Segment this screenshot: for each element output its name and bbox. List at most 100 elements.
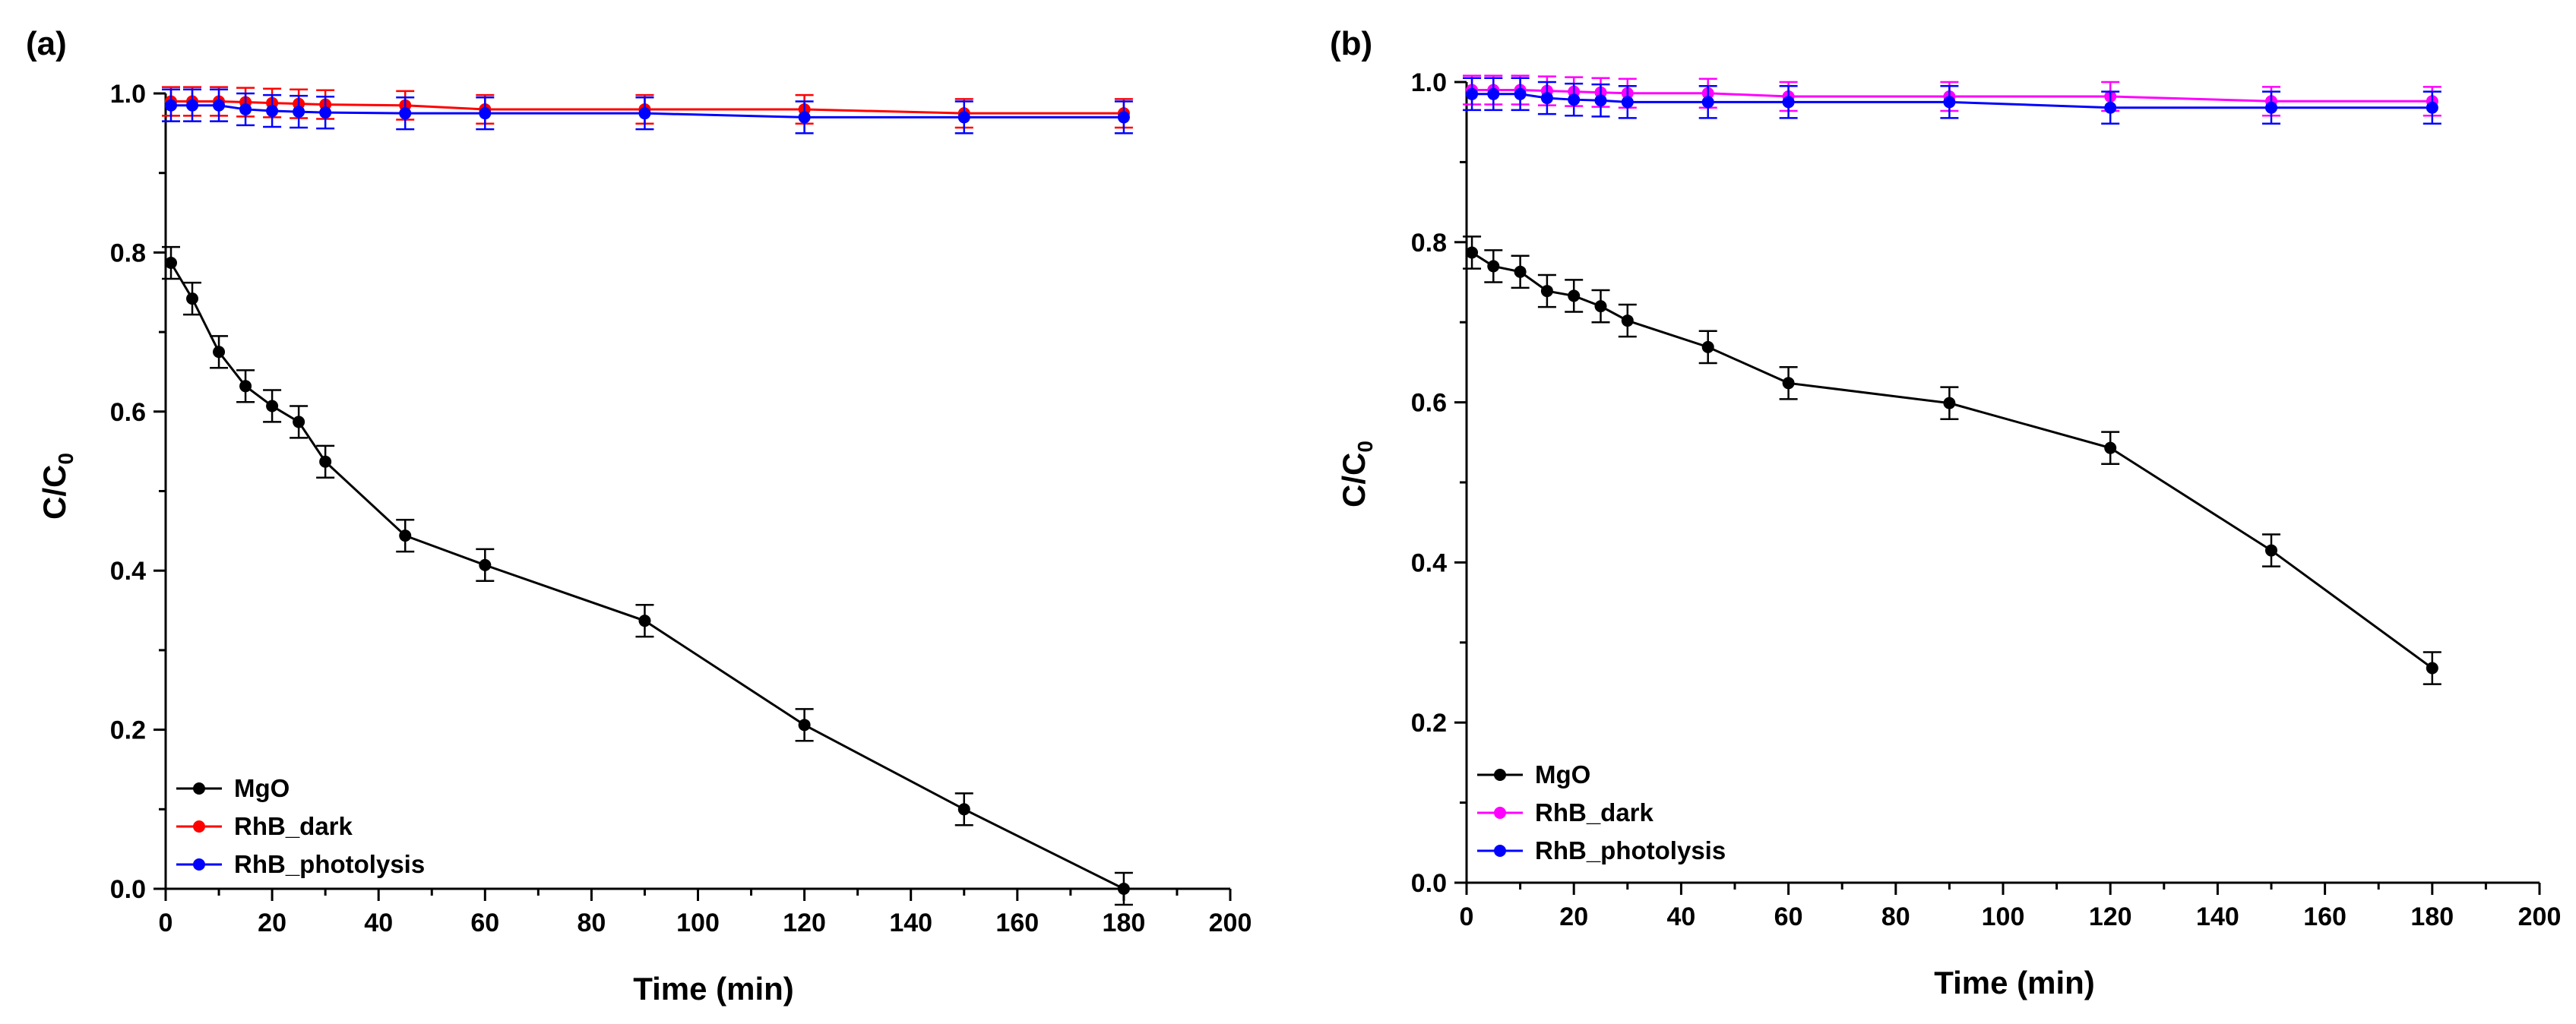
panel-b-rhb-photolysis-point <box>1701 96 1714 109</box>
panel-a-mgo-point <box>266 400 279 412</box>
panel-b-x-tick-label: 100 <box>1982 902 2025 931</box>
panel-b-axes: 0 20 40 60 80 100 120 140 160 180 200 0.0 0.2 0.4 0.6 0… <box>1411 68 2562 931</box>
panel-a-rhb-photolysis-point <box>213 99 226 112</box>
panel-a-chart: (a) Time (min) C/C0 0 20 40 60 80 100 120 140 16… <box>26 25 1252 1007</box>
panel-a-rhb-photolysis-point <box>266 105 279 118</box>
panel-b-rhb-photolysis-point <box>1487 87 1500 100</box>
panel-a-mgo-point <box>1117 883 1130 895</box>
panel-b-rhb-photolysis-point <box>1540 92 1553 105</box>
panel-a-rhb-photolysis-point <box>638 107 651 120</box>
panel-b-x-tick-label: 140 <box>2196 902 2239 931</box>
panel-b-y-tick-label: 0.0 <box>1411 869 1447 898</box>
panel-a-x-axis-title: Time (min) <box>633 971 794 1007</box>
panel-b-mgo-point <box>2426 662 2438 675</box>
panel-a-legend-rhb-dark-marker-swatch <box>193 820 205 833</box>
panel-b-mgo-point <box>1466 246 1479 259</box>
panel-a-rhb-photolysis-point <box>293 106 305 119</box>
panel-a-x-tick-label: 200 <box>1209 909 1252 937</box>
panel-a-label: (a) <box>26 25 67 62</box>
panel-a-mgo-point <box>638 615 651 627</box>
panel-b-rhb-photolysis-point <box>1594 94 1607 107</box>
panel-a-legend-mgo-label: MgO <box>234 774 290 802</box>
panel-b-chart: (b) Time (min) C/C0 0 20 40 60 80 100 120 140 16… <box>1330 25 2561 1000</box>
panel-b-mgo-point <box>1782 377 1795 390</box>
panel-a-rhb-photolysis-point <box>479 107 492 120</box>
panel-b-x-tick-label: 120 <box>2089 902 2132 931</box>
panel-a-rhb-photolysis-point <box>957 111 970 124</box>
panel-a-y-tick-label: 1.0 <box>110 80 146 109</box>
panel-a-rhb-photolysis-point <box>319 106 332 119</box>
panel-a-rhb-photolysis-point <box>1117 111 1130 124</box>
panel-a-x-tick-label: 160 <box>995 909 1039 937</box>
panel-b-legend-rhb-dark-label: RhB_dark <box>1535 798 1654 826</box>
panel-b-mgo-series <box>1463 235 2442 685</box>
panel-b-legend-rhb-photolysis-label: RhB_photolysis <box>1535 836 1726 864</box>
panel-b-mgo-point <box>1487 260 1500 273</box>
panel-b-legend-rhb-photolysis: RhB_photolysis <box>1477 836 1726 864</box>
panel-b-x-tick-label: 160 <box>2303 902 2347 931</box>
panel-a-mgo-point <box>399 529 412 542</box>
panel-b-rhb-photolysis-point <box>1568 93 1581 106</box>
panel-b-x-tick-label: 180 <box>2410 902 2454 931</box>
panel-b-legend-mgo-label: MgO <box>1535 760 1590 789</box>
panel-a-y-tick-label: 0.0 <box>110 875 146 904</box>
panel-b-x-tick-label: 60 <box>1774 902 1803 931</box>
panel-a-x-tick-label: 60 <box>470 909 499 937</box>
panel-b-rhb-photolysis-point <box>1621 96 1634 109</box>
panel-b-x-tick-label: 0 <box>1460 902 1474 931</box>
panel-b-legend-rhb-photolysis-marker-swatch <box>1494 845 1506 857</box>
panel-a-legend-rhb-dark: RhB_dark <box>176 812 353 840</box>
panel-a-mgo-point <box>319 455 332 468</box>
panel-a-y-tick-label: 0.4 <box>110 557 146 586</box>
panel-a-mgo-point <box>239 380 252 393</box>
panel-b-x-axis-title: Time (min) <box>1934 965 2095 1000</box>
panel-b-y-tick-label: 1.0 <box>1411 68 1447 97</box>
panel-a-legend-rhb-photolysis-label: RhB_photolysis <box>234 850 425 878</box>
panel-b-legend-mgo: MgO <box>1477 760 1590 789</box>
panel-a-x-tick-label: 20 <box>258 909 286 937</box>
panel-b-label: (b) <box>1330 25 1372 62</box>
panel-b-rhb-photolysis-point <box>1466 87 1479 100</box>
panel-b-series <box>1463 74 2442 685</box>
panel-a-legend-mgo-marker-swatch <box>193 782 205 795</box>
panel-a-x-tick-label: 80 <box>577 909 606 937</box>
panel-a-legend-rhb-dark-label: RhB_dark <box>234 812 353 840</box>
panel-b-y-axis-title: C/C0 <box>1336 441 1377 507</box>
panel-a-rhb-photolysis-point <box>399 107 412 120</box>
panel-b-mgo-point <box>1594 300 1607 313</box>
panel-a-rhb-photolysis-point <box>239 103 252 115</box>
panel-a-y-tick-label: 0.2 <box>110 716 146 745</box>
panel-a-mgo-point <box>798 719 811 732</box>
panel-b-rhb-photolysis-point <box>2104 101 2117 114</box>
panel-a-y-axis-title: C/C0 <box>36 453 78 520</box>
panel-a-legend-rhb-photolysis: RhB_photolysis <box>176 850 425 878</box>
panel-a-x-tick-label: 180 <box>1103 909 1146 937</box>
panel-a-rhb-photolysis-point <box>165 99 178 112</box>
panel-b-rhb-photolysis-point <box>1782 96 1795 109</box>
panel-b-legend-rhb-dark: RhB_dark <box>1477 798 1654 826</box>
panel-b-mgo-point <box>2265 544 2277 557</box>
panel-b-mgo-point <box>1701 340 1714 353</box>
panel-b-y-tick-label: 0.6 <box>1411 389 1447 418</box>
panel-b-mgo-point <box>1514 265 1527 278</box>
panel-a-y-tick-label: 0.8 <box>110 239 146 267</box>
panel-b-mgo-point <box>1621 314 1634 327</box>
panel-a-legend-rhb-photolysis-marker-swatch <box>193 858 205 871</box>
panel-b-legend-rhb-dark-marker-swatch <box>1494 807 1506 819</box>
panel-a-y-axis-title-subscript: 0 <box>54 453 78 465</box>
panel-b-legend-mgo-marker-swatch <box>1494 769 1506 781</box>
panel-a-axes: 0 20 40 60 80 100 120 140 160 180 200 0.0 0.2 0.4 0.6 0… <box>110 80 1252 937</box>
panel-a-y-axis-title-main: C/C <box>36 465 72 520</box>
panel-b-x-tick-label: 80 <box>1881 902 1910 931</box>
panel-a-mgo-point <box>165 257 178 270</box>
panel-a-mgo-point <box>479 558 492 571</box>
panel-b-y-tick-label: 0.2 <box>1411 709 1447 738</box>
panel-a-mgo-point <box>213 346 226 359</box>
panel-a-mgo-point <box>957 803 970 816</box>
panel-a-x-tick-label: 40 <box>364 909 393 937</box>
panel-a-x-tick-label: 140 <box>889 909 932 937</box>
panel-b-rhb-photolysis-point <box>2265 101 2277 114</box>
panel-b-x-tick-label: 20 <box>1559 902 1588 931</box>
